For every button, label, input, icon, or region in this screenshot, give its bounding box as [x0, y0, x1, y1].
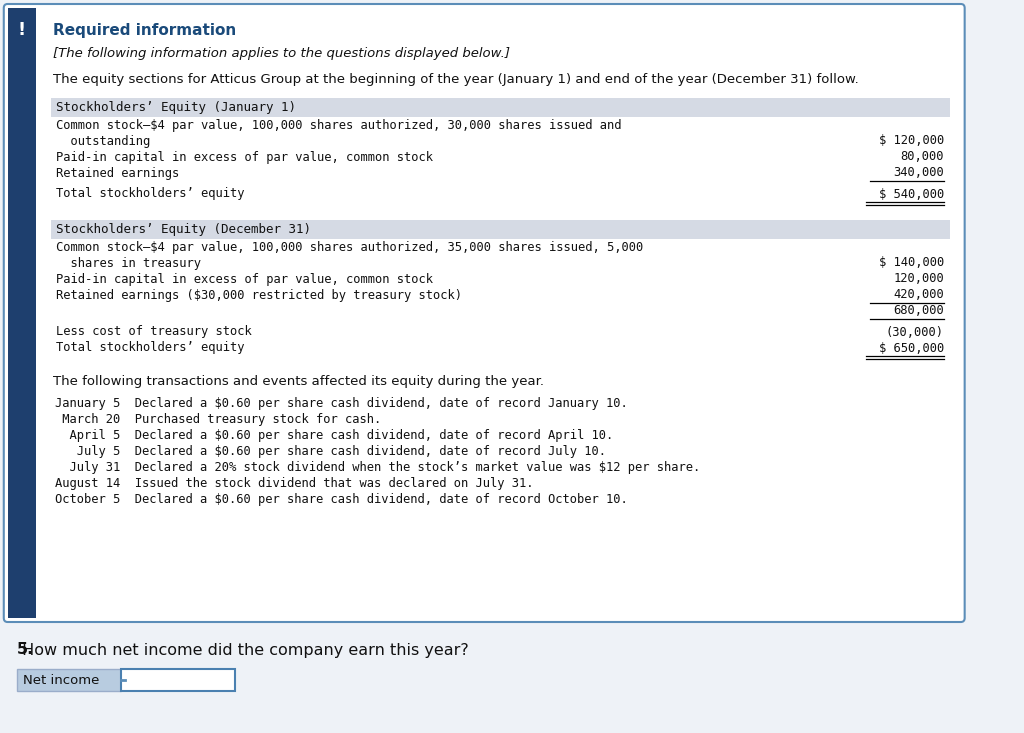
Text: $ 540,000: $ 540,000	[879, 188, 944, 201]
Text: January 5  Declared a $0.60 per share cash dividend, date of record January 10.: January 5 Declared a $0.60 per share cas…	[55, 397, 628, 410]
Bar	[17, 669, 121, 691]
Text: $ 140,000: $ 140,000	[879, 257, 944, 270]
Text: 340,000: 340,000	[893, 166, 944, 180]
Bar	[7, 8, 36, 618]
Text: !: !	[17, 21, 26, 39]
Text: April 5  Declared a $0.60 per share cash dividend, date of record April 10.: April 5 Declared a $0.60 per share cash …	[55, 430, 613, 443]
Text: $ 120,000: $ 120,000	[879, 134, 944, 147]
Text: outstanding: outstanding	[55, 134, 151, 147]
Text: October 5  Declared a $0.60 per share cash dividend, date of record October 10.: October 5 Declared a $0.60 per share cas…	[55, 493, 628, 507]
Text: 420,000: 420,000	[893, 289, 944, 301]
Text: 680,000: 680,000	[893, 304, 944, 317]
Text: The equity sections for Atticus Group at the beginning of the year (January 1) a: The equity sections for Atticus Group at…	[53, 73, 859, 86]
FancyBboxPatch shape	[4, 4, 965, 622]
Text: Paid-in capital in excess of par value, common stock: Paid-in capital in excess of par value, …	[55, 150, 433, 163]
Text: shares in treasury: shares in treasury	[55, 257, 201, 270]
Text: August 14  Issued the stock dividend that was declared on July 31.: August 14 Issued the stock dividend that…	[55, 477, 534, 490]
Text: Retained earnings: Retained earnings	[55, 166, 179, 180]
Text: Stockholders’ Equity (January 1): Stockholders’ Equity (January 1)	[55, 101, 296, 114]
Text: Common stock—$4 par value, 100,000 shares authorized, 35,000 shares issued, 5,00: Common stock—$4 par value, 100,000 share…	[55, 240, 643, 254]
Text: Common stock—$4 par value, 100,000 shares authorized, 30,000 shares issued and: Common stock—$4 par value, 100,000 share…	[55, 119, 622, 131]
Text: The following transactions and events affected its equity during the year.: The following transactions and events af…	[53, 375, 544, 388]
Text: Required information: Required information	[53, 23, 237, 37]
Bar	[51, 98, 949, 117]
Text: [The following information applies to the questions displayed below.]: [The following information applies to th…	[53, 48, 510, 61]
Bar	[51, 220, 949, 239]
Text: How much net income did the company earn this year?: How much net income did the company earn…	[17, 643, 469, 658]
Text: Stockholders’ Equity (December 31): Stockholders’ Equity (December 31)	[55, 223, 311, 236]
Text: Total stockholders’ equity: Total stockholders’ equity	[55, 342, 245, 355]
Text: Net income: Net income	[23, 674, 99, 687]
Circle shape	[9, 17, 34, 43]
Text: Retained earnings ($30,000 restricted by treasury stock): Retained earnings ($30,000 restricted by…	[55, 289, 462, 301]
Text: Less cost of treasury stock: Less cost of treasury stock	[55, 325, 252, 339]
Text: $ 650,000: $ 650,000	[879, 342, 944, 355]
Text: July 31  Declared a 20% stock dividend when the stock’s market value was $12 per: July 31 Declared a 20% stock dividend wh…	[55, 462, 700, 474]
Text: Total stockholders’ equity: Total stockholders’ equity	[55, 188, 245, 201]
Text: 80,000: 80,000	[900, 150, 944, 163]
Text: (30,000): (30,000)	[886, 325, 944, 339]
Text: July 5  Declared a $0.60 per share cash dividend, date of record July 10.: July 5 Declared a $0.60 per share cash d…	[55, 446, 606, 459]
Text: March 20  Purchased treasury stock for cash.: March 20 Purchased treasury stock for ca…	[55, 413, 381, 427]
Text: 120,000: 120,000	[893, 273, 944, 285]
Text: 5.: 5.	[17, 643, 34, 658]
Text: Paid-in capital in excess of par value, common stock: Paid-in capital in excess of par value, …	[55, 273, 433, 285]
Bar	[121, 669, 234, 691]
